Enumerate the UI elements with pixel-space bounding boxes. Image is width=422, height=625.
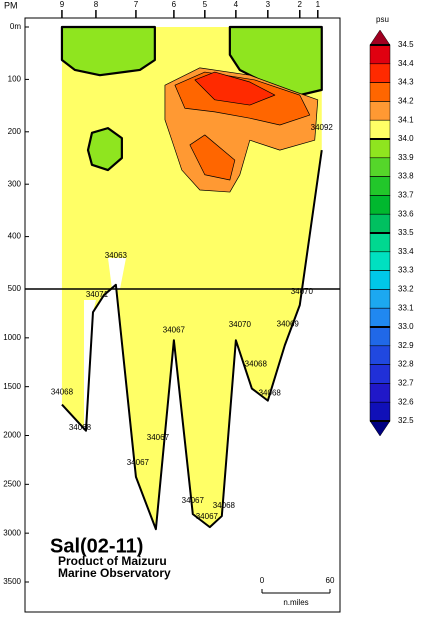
colorbar-label: 33.7	[398, 191, 414, 200]
station-label: 5	[203, 0, 208, 9]
salinity-region	[86, 127, 123, 172]
bottom-value-label: 34092	[311, 123, 334, 132]
section-fills	[60, 25, 323, 530]
station-label: 4	[234, 0, 239, 9]
bottom-value-label: 34067	[147, 433, 170, 442]
bottom-value-label: 34067	[127, 458, 150, 467]
colorbar-label: 32.9	[398, 341, 414, 350]
salinity-region	[189, 134, 236, 181]
station-label: 6	[172, 0, 177, 9]
bottom-value-label: 34070	[229, 320, 252, 329]
scale-bar-label: 60	[326, 576, 335, 585]
colorbar-label: 32.8	[398, 360, 414, 369]
colorbar-band	[369, 326, 391, 347]
colorbar-band	[369, 232, 391, 253]
colorbar-label: 33.8	[398, 172, 414, 181]
colorbar-band	[369, 251, 391, 271]
colorbar-label: 33.6	[398, 209, 414, 218]
colorbar-band	[369, 383, 391, 403]
station-label: 3	[266, 0, 271, 9]
colorbar-band	[369, 345, 391, 365]
y-tick-label: 300	[8, 179, 22, 188]
salinity-region	[194, 71, 276, 106]
y-tick-label: 0m	[10, 22, 21, 31]
colorbar-label: 33.4	[398, 247, 414, 256]
colorbar-band	[369, 213, 391, 234]
colorbar-label: 33.9	[398, 153, 414, 162]
colorbar-band	[369, 401, 391, 422]
subtitle: Marine Observatory	[58, 566, 171, 580]
colorbar-label: 33.2	[398, 285, 414, 294]
colorbar-label: 34.0	[398, 134, 414, 143]
colorbar-label: 34.4	[398, 59, 414, 68]
corner-label: PM	[4, 0, 18, 10]
bottom-value-label: 34068	[213, 501, 236, 510]
scale-bar-unit: n.miles	[283, 598, 308, 607]
colorbar-band	[369, 270, 391, 290]
bottom-profile	[61, 149, 323, 531]
bottom-value-label: 34067	[196, 512, 219, 521]
colorbar-band	[369, 364, 391, 384]
station-label: 1	[316, 0, 321, 9]
colorbar-label: 32.7	[398, 379, 414, 388]
colorbar-label: 33.0	[398, 322, 414, 331]
colorbar-band	[369, 307, 391, 328]
colorbar-band	[369, 44, 391, 65]
colorbar-band	[369, 82, 391, 102]
colorbar-band	[369, 119, 391, 140]
bottom-value-label: 34068	[259, 389, 282, 398]
chart-title: Sal(02-11)	[50, 535, 143, 557]
colorbar-band	[369, 138, 391, 159]
y-tick-label: 3500	[3, 577, 21, 586]
bottom-value-label: 34068	[69, 423, 92, 432]
colorbar-label: 32.6	[398, 397, 414, 406]
colorbar-cap	[369, 29, 391, 46]
bottom-value-label: 34068	[245, 360, 268, 369]
bottom-value-label: 34067	[163, 325, 186, 334]
no-data-gap	[108, 258, 126, 289]
colorbar-label: 34.2	[398, 97, 414, 106]
colorbar-band	[369, 157, 391, 177]
colorbar-label: 34.5	[398, 40, 414, 49]
bottom-value-label: 34067	[182, 496, 205, 505]
station-label: 7	[134, 0, 139, 9]
y-tick-label: 2000	[3, 431, 21, 440]
colorbar-label: 34.3	[398, 78, 414, 87]
y-tick-label: 2500	[3, 479, 21, 488]
colorbar-label: 33.5	[398, 228, 414, 237]
colorbar-band	[369, 101, 391, 121]
colorbar-band	[369, 176, 391, 196]
station-label: 2	[298, 0, 303, 9]
colorbar-label: 34.1	[398, 115, 414, 124]
scale-bar-label: 0	[260, 576, 265, 585]
y-tick-label: 100	[8, 75, 22, 84]
y-tick-label: 1500	[3, 382, 21, 391]
plot-frame	[24, 17, 341, 613]
y-tick-label: 400	[8, 232, 22, 241]
colorbar-label: 33.1	[398, 303, 414, 312]
y-tick-label: 1000	[3, 333, 21, 342]
colorbar-band	[369, 289, 391, 309]
bottom-value-label: 34068	[51, 388, 74, 397]
colorbar-cap	[369, 420, 391, 437]
y-tick-label: 200	[8, 127, 22, 136]
subtitle: Product of Maizuru	[58, 554, 167, 568]
base-water-fill	[61, 27, 322, 530]
bottom-value-label: 34063	[105, 251, 128, 260]
y-tick-label: 500	[8, 284, 22, 293]
colorbar-label: 32.5	[398, 416, 414, 425]
bottom-value-label: 34069	[277, 319, 300, 328]
station-label: 8	[94, 0, 99, 9]
colorbar-band	[369, 195, 391, 215]
bottom-value-label: 34070	[291, 287, 314, 296]
salinity-region	[60, 25, 156, 77]
colorbar-band	[369, 63, 391, 83]
colorbar-unit: psu	[376, 15, 389, 24]
colorbar-label: 33.3	[398, 266, 414, 275]
y-tick-label: 3000	[3, 528, 21, 537]
station-label: 9	[60, 0, 65, 9]
bottom-value-label: 34071	[86, 290, 109, 299]
